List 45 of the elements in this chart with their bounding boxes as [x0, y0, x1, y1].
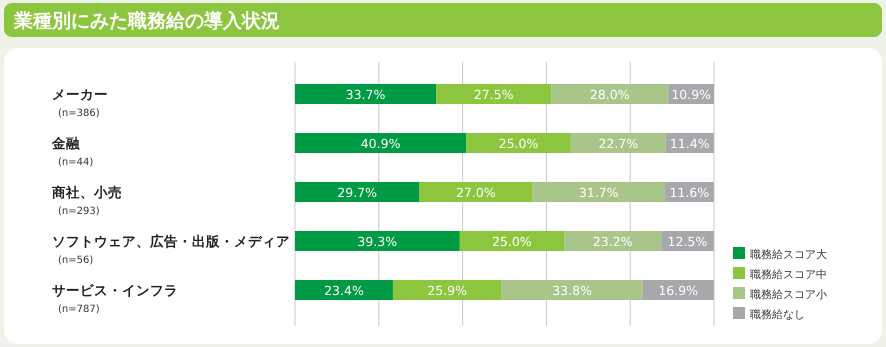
data-label: 33.8%	[552, 283, 592, 298]
bar	[295, 280, 393, 300]
legend-label: 職務給スコア中	[750, 268, 827, 281]
bar	[392, 280, 502, 300]
bar	[570, 133, 666, 153]
data-label: 23.4%	[324, 283, 364, 298]
y-tick-label: ソフトウェア、広告・出版・メディア (n=56)	[52, 233, 290, 266]
legend-label: 職務給スコア大	[750, 248, 827, 261]
data-label: 27.5%	[474, 87, 514, 102]
bar	[436, 84, 552, 104]
bar	[564, 231, 662, 251]
data-label: 33.7%	[346, 87, 386, 102]
data-label: 39.3%	[357, 234, 398, 249]
data-label: 31.7%	[578, 185, 619, 200]
bar	[466, 133, 571, 153]
bar	[295, 133, 466, 153]
data-label: 25.0%	[492, 234, 532, 249]
bar	[295, 182, 420, 202]
y-tick-label: 商社、小売 (n=293)	[51, 184, 122, 217]
data-label: 11.4%	[670, 136, 710, 151]
data-label: 40.9%	[360, 136, 401, 151]
y-tick-label: サービス・インフラ (n=787)	[52, 283, 178, 315]
chart-title: 業種別にみた職務給の導入状況	[13, 10, 280, 32]
data-label: 23.2%	[592, 234, 633, 249]
data-label: 16.9%	[658, 283, 698, 298]
bar	[532, 182, 666, 202]
data-label: 22.7%	[598, 136, 638, 151]
legend-label: 職務給スコア小	[750, 288, 827, 301]
data-label: 11.6%	[669, 185, 710, 200]
y-tick-label: 金融 (n=44)	[51, 136, 94, 168]
data-label: 27.0%	[456, 185, 496, 200]
bar	[460, 231, 564, 251]
data-label: 25.9%	[427, 283, 468, 298]
y-tick-label: メーカー (n=386)	[52, 87, 108, 119]
data-label: 28.0%	[590, 87, 630, 102]
data-label: 12.5%	[668, 234, 708, 249]
bar	[501, 280, 643, 300]
bar	[551, 84, 668, 104]
data-label: 10.9%	[671, 87, 712, 102]
bar	[295, 231, 460, 251]
bar	[419, 182, 532, 202]
legend-label: 職務給なし	[750, 308, 805, 321]
data-label: 29.7%	[337, 185, 378, 200]
data-label: 25.0%	[498, 136, 538, 151]
bar	[295, 84, 436, 104]
